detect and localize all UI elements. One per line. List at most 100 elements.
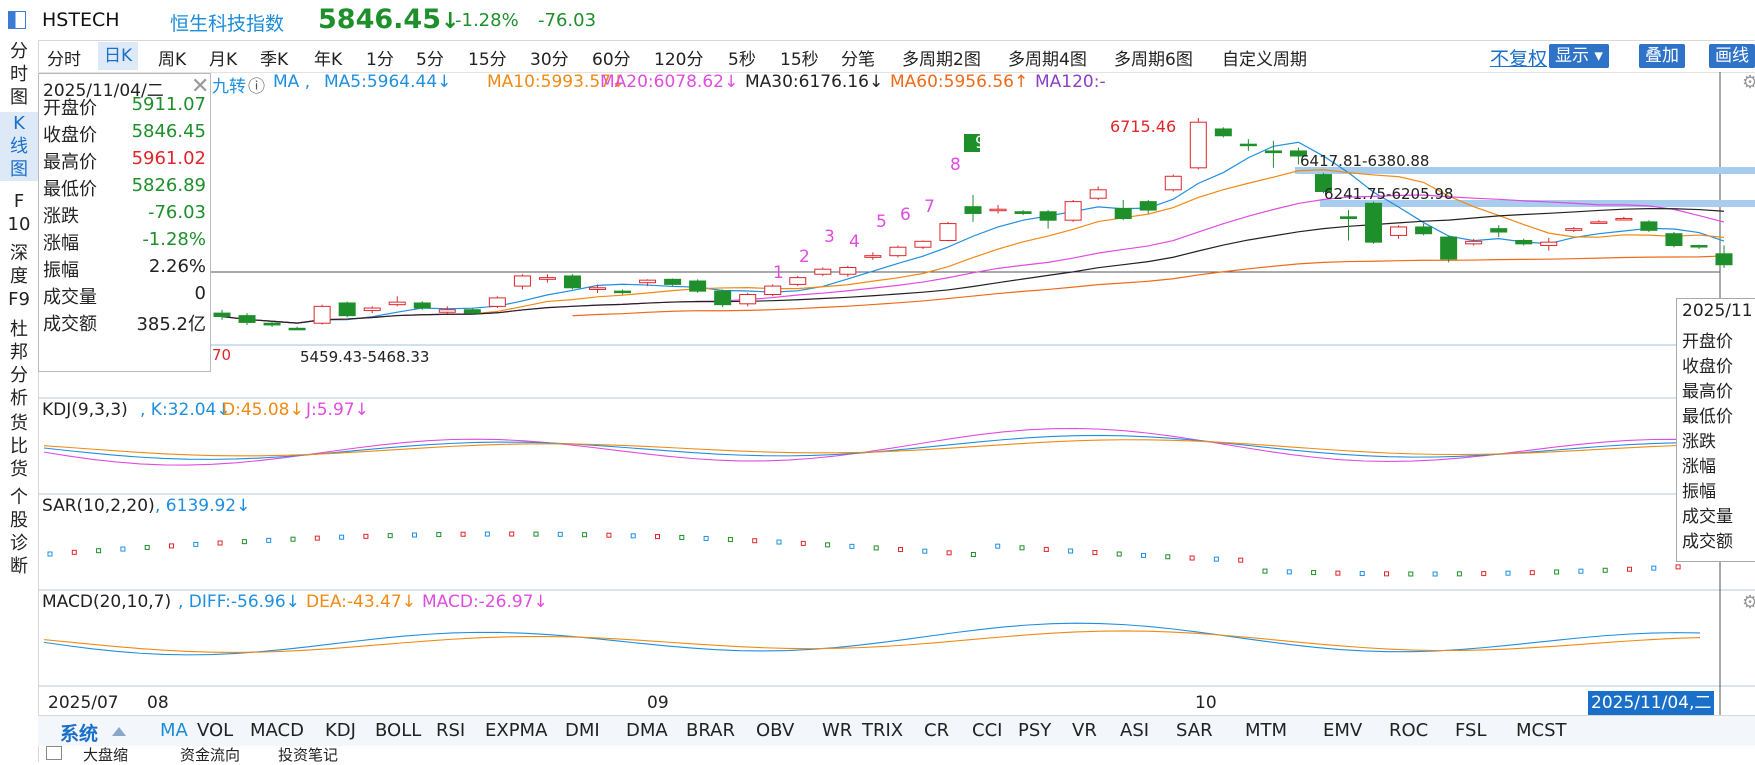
period-60m[interactable]: 60分 [592,50,631,70]
indicator-tab[interactable]: MTM [1245,720,1288,741]
period-15m[interactable]: 15分 [468,50,507,70]
period-month[interactable]: 月K [209,50,238,70]
candle-body[interactable] [1264,150,1282,154]
candle-body[interactable] [1114,207,1132,220]
candle-body[interactable] [388,301,406,306]
candle-body[interactable] [1715,253,1733,266]
candle-body[interactable] [488,297,506,307]
nav-diagnosis[interactable]: 个股诊断 [10,487,28,577]
candle-body[interactable] [1214,128,1232,137]
candle-body[interactable] [1390,226,1408,236]
candle-body[interactable] [1615,218,1633,221]
sub-tab[interactable]: 资金流向 [180,746,241,764]
candle-body[interactable] [563,275,581,289]
period-intraday[interactable]: 分时 [47,50,81,70]
indicator-tab[interactable]: MCST [1516,720,1567,741]
candle-body[interactable] [338,302,356,317]
candle-body[interactable] [739,294,757,305]
candle-body[interactable] [1014,211,1032,214]
indicator-tab[interactable]: KDJ [325,720,356,741]
candle-body[interactable] [1064,201,1082,221]
nav-f10[interactable]: F 10 [7,191,31,235]
indicator-tab[interactable]: OBV [756,720,795,741]
candle-body[interactable] [1490,228,1508,233]
candle-body[interactable] [1365,202,1383,243]
candle-body[interactable] [1289,150,1307,157]
symbol-name[interactable]: 恒生科技指数 [170,13,285,35]
candle-body[interactable] [413,302,431,309]
period-multi6[interactable]: 多周期6图 [1114,50,1193,70]
candle-body[interactable] [1590,221,1608,224]
system-button[interactable]: 系统 [60,723,99,745]
candle-body[interactable] [864,255,882,258]
nav-compare[interactable]: 货比货 [10,413,28,480]
indicator-tab[interactable]: DMA [626,720,668,741]
indicator-tab[interactable]: ASI [1120,720,1150,741]
indicator-tab[interactable]: MACD [250,720,304,741]
candle-body[interactable] [1665,233,1683,247]
chevron-up-icon[interactable] [112,727,126,736]
candle-body[interactable] [764,285,782,296]
overlay-button[interactable]: 叠加 [1639,44,1685,68]
candle-body[interactable] [1565,228,1583,231]
indicator-tab[interactable]: VOL [197,720,234,741]
kdj-name[interactable]: KDJ(9,3,3) [42,400,128,420]
candle-body[interactable] [438,309,456,313]
candle-body[interactable] [1540,241,1558,247]
gear-icon[interactable]: ⚙ [1742,72,1755,93]
candle-body[interactable] [1039,211,1057,221]
period-1m[interactable]: 1分 [366,50,394,70]
indicator-tab[interactable]: CCI [972,720,1003,741]
help-icon[interactable]: ⓘ [248,77,265,97]
candle-body[interactable] [614,290,632,294]
candle-body[interactable] [1189,121,1207,169]
indicator-tab[interactable]: BRAR [686,720,735,741]
candle-body[interactable] [538,277,556,280]
candle-body[interactable] [1640,221,1658,231]
period-tick[interactable]: 分笔 [841,50,875,70]
checkbox[interactable] [46,746,62,760]
period-120m[interactable]: 120分 [654,50,704,70]
indicator-tab[interactable]: EXPMA [485,720,548,741]
candle-body[interactable] [1415,226,1433,235]
candle-body[interactable] [1164,175,1182,191]
indicator-tab[interactable]: CR [924,720,950,741]
sub-tab[interactable]: 大盘缩 [83,746,129,764]
candle-body[interactable] [589,287,606,290]
candle-body[interactable] [889,246,907,257]
candle-body[interactable] [839,266,857,275]
indicator-tab[interactable]: TRIX [862,720,904,741]
indicator-tab[interactable]: SAR [1176,720,1213,741]
indicator-tab[interactable]: MA [160,720,188,741]
sub-tab[interactable]: 投资笔记 [278,746,339,764]
indicator-tab[interactable]: EMV [1323,720,1363,741]
candle-body[interactable] [939,223,957,241]
candle-body[interactable] [263,322,281,326]
candle-body[interactable] [989,208,1007,212]
indicator-tab[interactable]: WR [822,720,853,741]
candle-body[interactable] [313,305,331,324]
indicator-tab[interactable]: PSY [1018,720,1052,741]
period-day[interactable]: 日K [98,42,139,70]
candle-body[interactable] [814,268,832,275]
candle-body[interactable] [1340,216,1357,220]
close-icon[interactable]: ✕ [191,74,210,99]
period-5s[interactable]: 5秒 [728,50,756,70]
candle-body[interactable] [1314,174,1332,192]
period-30m[interactable]: 30分 [530,50,569,70]
indicator-tab[interactable]: RSI [436,720,466,741]
period-multi4[interactable]: 多周期4图 [1008,50,1087,70]
candle-body[interactable] [1440,236,1458,260]
period-year[interactable]: 年K [314,50,343,70]
candle-body[interactable] [1239,143,1257,147]
indicator-tab[interactable]: BOLL [375,720,422,741]
show-button[interactable]: 显示 ▾ [1549,44,1609,68]
gear-icon[interactable]: ⚙ [1742,592,1755,613]
candle-body[interactable] [513,275,531,287]
indicator-tab[interactable]: ROC [1389,720,1429,741]
period-15s[interactable]: 15秒 [780,50,819,70]
candle-body[interactable] [1139,201,1157,211]
candle-body[interactable] [789,277,807,285]
